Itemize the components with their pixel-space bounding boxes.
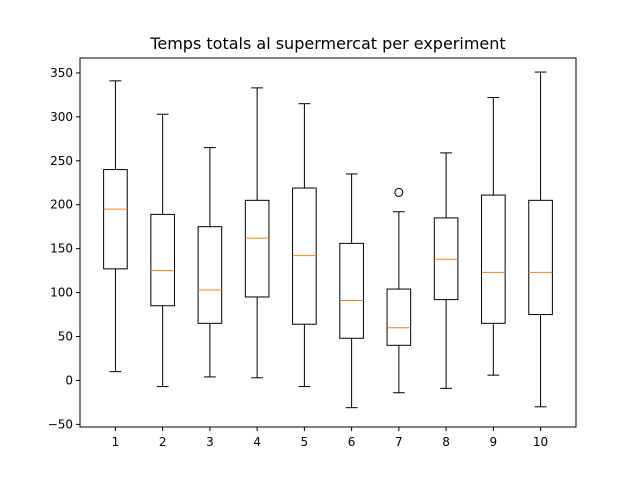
- box-group-5: [292, 103, 317, 388]
- x-tick-label: 1: [112, 435, 120, 449]
- box: [528, 199, 553, 316]
- box-group-4: [244, 87, 270, 379]
- box-group-3: [197, 147, 223, 378]
- y-tick-label: 350: [50, 66, 73, 80]
- x-tick-label: 9: [490, 435, 498, 449]
- box-group-8: [433, 152, 459, 389]
- box-group-7: [386, 187, 412, 394]
- box: [481, 194, 506, 324]
- y-tick-label: −50: [48, 417, 73, 431]
- y-tick-label: 200: [50, 198, 73, 212]
- x-tick-label: 7: [395, 435, 403, 449]
- x-tick-label: 4: [253, 435, 261, 449]
- y-tick-label: 150: [50, 242, 73, 256]
- x-tick-label: 3: [206, 435, 214, 449]
- axes: −50 0 50 100 150 200 250 300 350 1 2 3 4 5 6 7 8 9 10: [48, 57, 577, 449]
- y-tick-label: 50: [58, 330, 73, 344]
- box-group-6: [339, 173, 364, 409]
- chart-title: Temps totals al supermercat per experime…: [149, 34, 505, 53]
- y-tick-label: 250: [50, 154, 73, 168]
- x-tick-label: 10: [533, 435, 548, 449]
- plot-area: [103, 71, 553, 409]
- box: [244, 199, 270, 298]
- box: [197, 226, 223, 324]
- axes-frame: [79, 57, 577, 428]
- box: [339, 242, 364, 339]
- box-group-2: [150, 113, 175, 388]
- box-group-10: [528, 71, 553, 408]
- y-tick-label: 300: [50, 110, 73, 124]
- x-tick-label: 2: [159, 435, 167, 449]
- y-tick-label: 0: [65, 373, 73, 387]
- y-tick-label: 100: [50, 286, 73, 300]
- box: [150, 213, 175, 307]
- box: [103, 169, 128, 270]
- x-tick-label: 5: [301, 435, 309, 449]
- outlier-point: [394, 187, 404, 197]
- box-group-1: [103, 80, 128, 373]
- box: [386, 288, 412, 346]
- x-tick-label: 8: [442, 435, 450, 449]
- box-group-9: [481, 97, 506, 376]
- x-tick-label: 6: [348, 435, 356, 449]
